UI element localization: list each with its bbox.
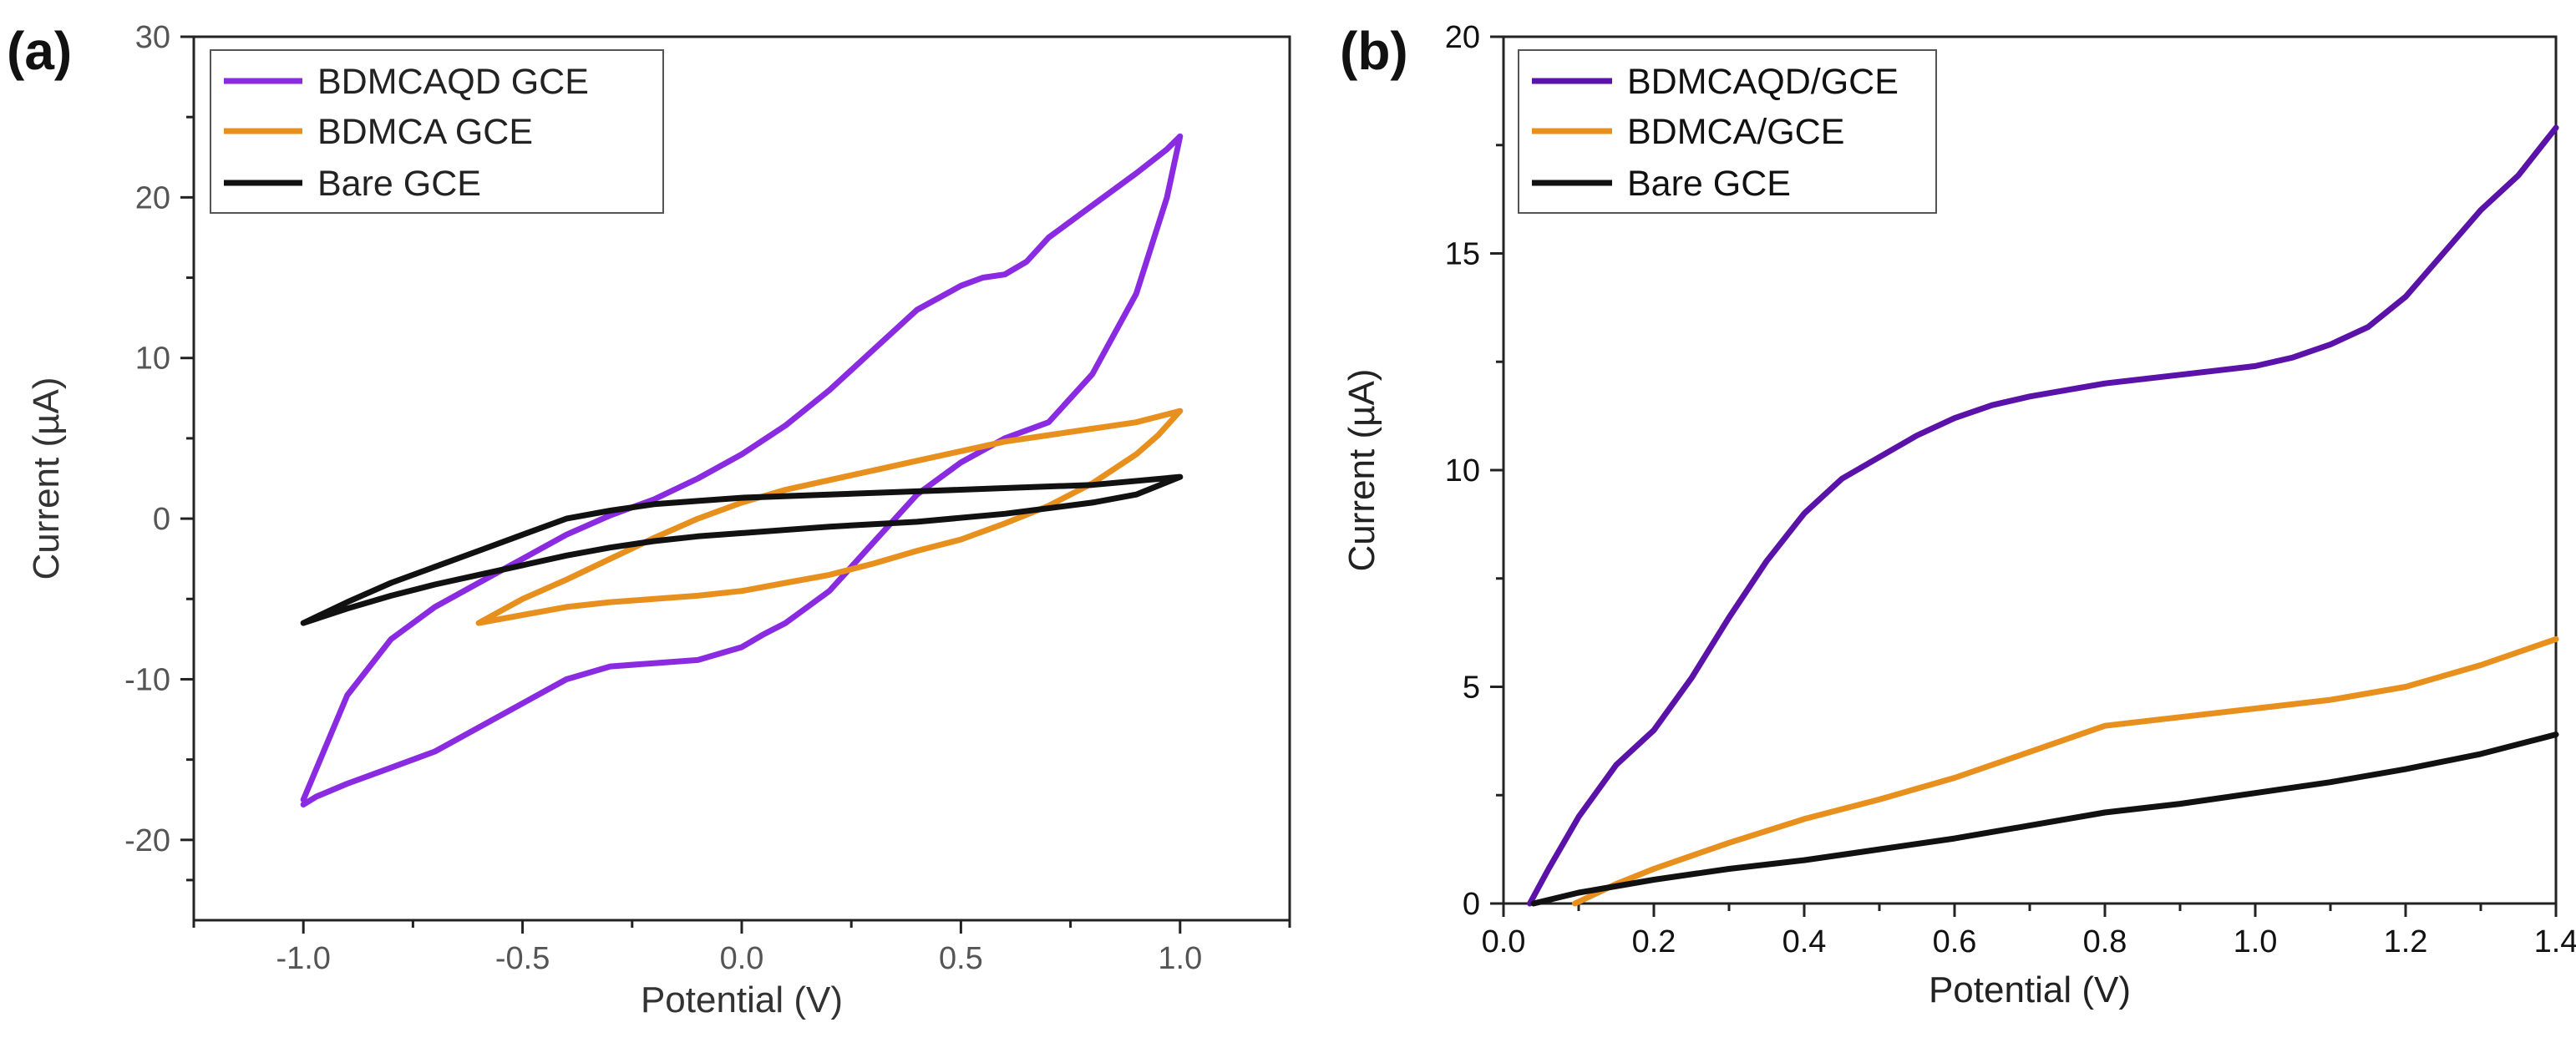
y-tick-label-b: 15 [1445,237,1480,272]
x-tick-label-b: 1.4 [2534,924,2576,959]
x-tick-label-b: 0.6 [1933,924,1977,959]
y-tick-label-b: 20 [1445,20,1480,55]
series-line-bdmca-gce-b [1572,635,2559,907]
panel-label-a: (a) [7,21,72,81]
x-tick-label-b: 0.4 [1782,924,1827,959]
chart-a: (a) -1.0 -0.5 0.0 0.5 1.0 -20 -10 0 10 20 30 Pote… [7,20,1291,1020]
x-tick-labels-a: -1.0 -0.5 0.0 0.5 1.0 [276,941,1202,976]
y-tick-label-a: 10 [135,342,170,377]
x-tick-label-a: 0.5 [939,941,983,976]
legend-label-bdmca-gce-b: BDMCA/GCE [1627,112,1844,152]
y-tick-label-a: -10 [124,662,170,697]
series-line-bdmcaqd-gce-a [300,133,1184,807]
series-line-bdmca-gce-a [475,407,1184,626]
series-group-a [300,133,1184,807]
y-tick-label-a: 0 [153,502,170,537]
chart-b: (b) 0.0 0.2 0.4 0.6 0.8 1.0 1.2 1.4 0 5 10 15 20 Po… [1340,20,2576,1010]
series-line-bdmcaqd-gce-b [1527,124,2559,907]
legend-label-bare-gce-b: Bare GCE [1627,164,1791,204]
series-line-bare-gce-b [1530,731,2559,907]
x-axis-label-b: Potential (V) [1929,969,2131,1010]
x-tick-label-a: 1.0 [1158,941,1202,976]
x-tick-labels-b: 0.0 0.2 0.4 0.6 0.8 1.0 1.2 1.4 [1482,924,2576,959]
y-tick-label-a: 30 [135,20,170,55]
x-tick-label-b: 0.8 [2083,924,2127,959]
x-tick-label-b: 1.2 [2384,924,2428,959]
legend-label-bdmca-gce: BDMCA GCE [317,112,533,152]
y-axis-label-b: Current (µA) [1341,369,1382,572]
y-tick-labels-b: 0 5 10 15 20 [1445,20,1480,922]
axis-ticks-a [180,35,1291,934]
x-tick-label-b: 1.0 [2234,924,2278,959]
series-group-b [1527,124,2559,907]
x-tick-label-a: -1.0 [276,941,330,976]
y-tick-label-b: 5 [1463,671,1480,706]
y-tick-label-b: 0 [1463,887,1480,922]
legend-a: BDMCAQD GCE BDMCA GCE Bare GCE [210,49,664,214]
y-axis-label-a: Current (µA) [26,377,67,580]
series-line-bare-gce-a [300,473,1184,626]
legend-label-bare-gce-a: Bare GCE [317,164,481,204]
x-tick-label-a: -0.5 [495,941,550,976]
y-tick-label-a: 20 [135,180,170,215]
legend-b: BDMCAQD/GCE BDMCA/GCE Bare GCE [1518,49,1937,214]
x-tick-label-b: 0.2 [1632,924,1676,959]
x-axis-label-a: Potential (V) [641,979,843,1020]
x-tick-label-b: 0.0 [1482,924,1526,959]
x-tick-label-a: 0.0 [720,941,764,976]
y-tick-label-a: -20 [124,823,170,858]
y-tick-label-b: 10 [1445,453,1480,488]
axis-ticks-b [1490,35,2558,917]
legend-label-bdmcaqd-gce: BDMCAQD GCE [317,62,589,102]
legend-label-bdmcaqd-gce-b: BDMCAQD/GCE [1627,62,1899,102]
panel-label-b: (b) [1340,21,1408,81]
y-tick-labels-a: -20 -10 0 10 20 30 [124,20,170,858]
